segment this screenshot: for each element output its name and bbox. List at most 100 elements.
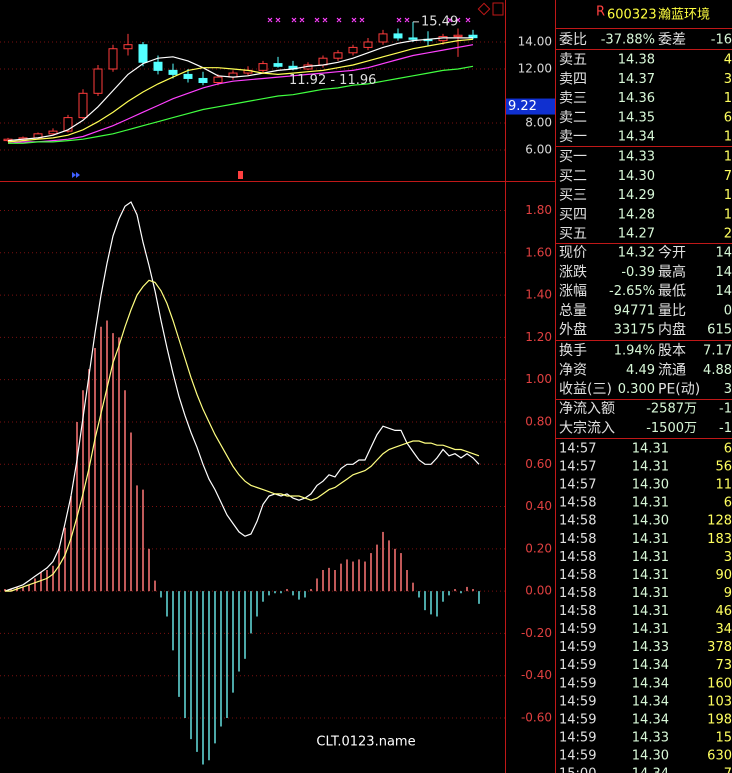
field-label: 收益(三) [559, 382, 612, 398]
field-label: 最低 [658, 284, 686, 300]
candle-body [258, 63, 268, 71]
candle-body [48, 130, 58, 135]
candle-body [348, 46, 358, 54]
trade-volume: 3 [724, 550, 732, 565]
trade-volume: 73 [715, 658, 732, 673]
trade-time: 14:59 [559, 640, 596, 655]
field-label: 外盘 [559, 321, 587, 338]
trade-price: 14.31 [632, 496, 669, 511]
price: 14.29 [618, 188, 655, 203]
field-value: 0.300 [618, 382, 655, 397]
field-label: 股本 [658, 343, 686, 359]
field-label: 买四 [559, 207, 587, 223]
y-tick-label: 6.00 [525, 143, 552, 157]
trade-time: 14:57 [559, 460, 596, 475]
field-label: 卖一 [559, 129, 587, 145]
trade-volume: 15 [715, 730, 732, 745]
trade-volume: 9 [724, 586, 732, 601]
y-tick-label: 0.00 [525, 584, 552, 598]
field-value: 7.17 [703, 344, 732, 359]
macd-line [4, 201, 480, 592]
trade-time: 14:59 [559, 658, 596, 673]
field-label: 最高 [658, 263, 686, 280]
flag: R [596, 5, 605, 20]
trade-volume: 6 [724, 442, 732, 457]
candle-body [333, 52, 343, 59]
trade-time: 14:58 [559, 514, 596, 529]
trade-price: 14.31 [632, 604, 669, 619]
trade-time: 14:59 [559, 712, 596, 727]
trade-price: 14.33 [632, 730, 669, 745]
volume: 4 [724, 53, 732, 68]
price: 14.36 [618, 91, 655, 106]
trade-time: 14:59 [559, 676, 596, 691]
field-value: 4.49 [626, 363, 655, 378]
field-label: 现价 [559, 245, 587, 261]
trade-volume: 198 [707, 712, 732, 727]
moving-average [7, 37, 473, 142]
volume: 2 [724, 227, 732, 242]
price: 14.28 [618, 207, 655, 222]
toolbar-icon[interactable] [492, 2, 504, 16]
price: 14.38 [618, 53, 655, 68]
trade-price: 14.34 [632, 658, 669, 673]
trade-volume: 128 [707, 514, 732, 529]
cursor-price-box [506, 98, 555, 115]
candle-body [78, 92, 88, 119]
field-label: 卖二 [559, 110, 587, 126]
trade-volume: 11 [715, 478, 732, 493]
candle-body [183, 73, 193, 79]
trade-time: 14:59 [559, 622, 596, 637]
y-tick-label: -0.60 [521, 711, 552, 725]
y-tick-label: -0.20 [521, 626, 552, 640]
field-label: 内盘 [658, 321, 686, 338]
field-value: 33175 [614, 323, 655, 338]
field-value: -2.65% [609, 284, 655, 299]
moving-average [7, 44, 474, 144]
candle-body [453, 34, 463, 38]
candle-body [138, 44, 148, 63]
trade-price: 14.31 [632, 460, 669, 475]
field-value: 94771 [614, 303, 655, 318]
trade-time: 14:57 [559, 442, 596, 457]
candle-body [363, 41, 373, 48]
trade-volume: 7 [724, 767, 732, 773]
candle-body [153, 61, 163, 71]
field-value: -2587万 [646, 402, 697, 417]
trade-price: 14.31 [632, 622, 669, 637]
field-label: 买一 [559, 149, 587, 165]
trade-time: 14:58 [559, 568, 596, 583]
field-value: -1500万 [646, 421, 697, 436]
trade-volume: 378 [707, 640, 732, 655]
field-value: 4.88 [703, 363, 732, 378]
trade-price: 14.31 [632, 568, 669, 583]
field-label: 今开 [658, 245, 686, 261]
field-value: 14 [715, 265, 732, 280]
range-annotation: 11.92 - 11.96 [289, 73, 376, 88]
volume: 1 [724, 207, 732, 222]
y-tick-label: 0.60 [525, 457, 552, 471]
watermark: CLT.0123.name [316, 735, 415, 750]
trade-time: 14:59 [559, 749, 596, 764]
candle-body [378, 33, 388, 43]
volume: 6 [724, 110, 732, 125]
macd-line [5, 279, 480, 592]
toolbar-icon[interactable] [477, 2, 491, 16]
y-tick-label: 1.80 [525, 203, 552, 217]
trade-price: 14.30 [632, 749, 669, 764]
trade-volume: 6 [724, 496, 732, 511]
trade-time: 14:59 [559, 730, 596, 745]
trade-time: 14:57 [559, 478, 596, 493]
trade-time: 14:59 [559, 694, 596, 709]
y-tick-label: 0.20 [525, 541, 552, 555]
volume: 1 [724, 130, 732, 145]
y-tick-label: -0.40 [521, 668, 552, 682]
event-icons [72, 171, 243, 179]
trade-price: 14.31 [632, 586, 669, 601]
field-value: 14 [715, 246, 732, 261]
trade-price: 14.34 [632, 712, 669, 727]
trade-time: 15:00 [559, 767, 596, 773]
field-label: 量比 [658, 303, 686, 319]
trade-volume: 160 [707, 676, 732, 691]
